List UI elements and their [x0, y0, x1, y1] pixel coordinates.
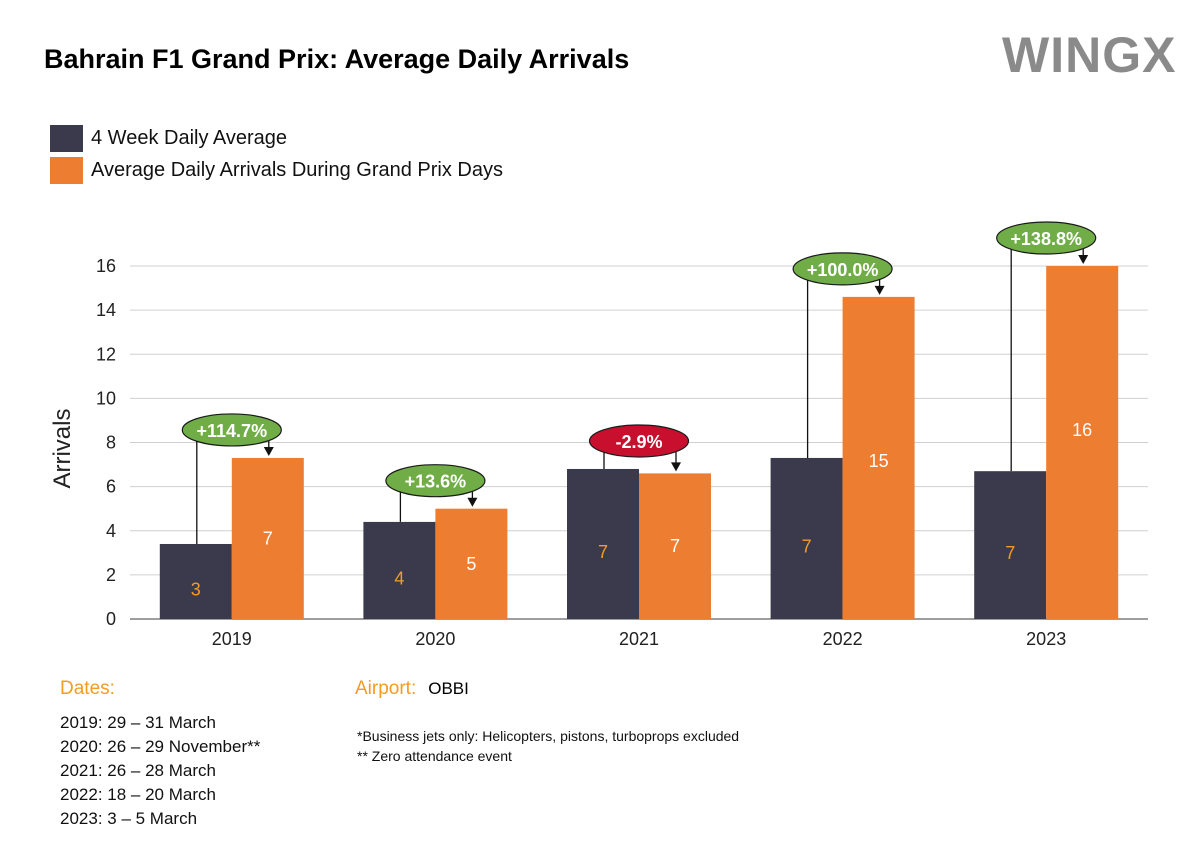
dates-list: 2019: 29 – 31 March 2020: 26 – 29 Novemb…	[60, 711, 260, 831]
data-label-4-week: 7	[802, 536, 812, 556]
legend-item-4-week: 4 Week Daily Average	[50, 122, 503, 154]
change-arrowhead	[874, 285, 885, 295]
bar-4-week-average	[567, 468, 639, 619]
y-tick-label: 8	[106, 433, 116, 453]
wingx-logo: WINGX	[1002, 27, 1177, 83]
date-2021: 2021: 26 – 28 March	[60, 761, 216, 780]
change-label: +138.8%	[1010, 229, 1082, 249]
change-bubble	[996, 221, 1097, 255]
change-bubble	[181, 413, 282, 447]
date-2019: 2019: 29 – 31 March	[60, 713, 216, 732]
y-tick-label: 6	[106, 477, 116, 497]
bar-4-week-average	[159, 543, 232, 619]
airport-label: Airport:	[355, 678, 417, 699]
legend-label-4-week: 4 Week Daily Average	[91, 126, 288, 149]
dates-heading: Dates:	[60, 678, 115, 699]
legend-item-grand-prix: Average Daily Arrivals During Grand Prix…	[50, 154, 503, 186]
data-label-4-week: 4	[394, 568, 404, 588]
data-label-grand-prix: 7	[670, 536, 680, 556]
x-tick-label: 2019	[212, 629, 252, 649]
y-tick-label: 2	[106, 565, 116, 585]
bar-4-week-average	[974, 471, 1047, 619]
legend-swatch-grand-prix	[50, 156, 83, 184]
footnote-business-jets: *Business jets only: Helicopters, piston…	[357, 728, 740, 744]
date-2023: 2023: 3 – 5 March	[60, 809, 198, 828]
x-tick-label: 2022	[823, 629, 863, 649]
legend-label-grand-prix: Average Daily Arrivals During Grand Prix…	[91, 158, 504, 181]
y-tick-label: 0	[106, 609, 116, 629]
bar-grand-prix-arrivals	[639, 473, 711, 619]
data-label-grand-prix: 16	[1072, 420, 1092, 440]
legend-swatch-4-week	[50, 124, 83, 152]
y-tick-label: 16	[96, 256, 116, 276]
y-tick-label: 4	[106, 521, 116, 541]
bar-grand-prix-arrivals	[842, 296, 915, 619]
data-label-4-week: 7	[1005, 543, 1015, 563]
change-label: +13.6%	[405, 472, 467, 492]
bar-grand-prix-arrivals	[435, 508, 508, 619]
change-arrowhead	[671, 462, 681, 472]
change-label: +114.7%	[197, 421, 268, 441]
change-bubble	[588, 424, 690, 458]
data-label-grand-prix: 5	[466, 554, 476, 574]
bar-4-week-average	[770, 457, 843, 619]
y-tick-label: 12	[96, 344, 116, 364]
airport-value: OBBI	[428, 679, 469, 698]
bar-grand-prix-arrivals	[231, 457, 304, 619]
change-arrowhead	[263, 446, 274, 456]
x-tick-label: 2021	[619, 629, 659, 649]
change-label: +100.0%	[807, 260, 879, 280]
change-arrowhead	[467, 497, 478, 507]
change-label: -2.9%	[615, 432, 662, 452]
y-axis-label: Arrivals	[49, 408, 76, 488]
data-label-4-week: 7	[598, 542, 608, 562]
change-arrowhead	[1078, 255, 1089, 264]
date-2020: 2020: 26 – 29 November**	[60, 737, 261, 756]
chart-title: Bahrain F1 Grand Prix: Average Daily Arr…	[44, 44, 630, 74]
footnotes: *Business jets only: Helicopters, piston…	[357, 726, 739, 766]
data-label-grand-prix: 7	[263, 528, 273, 548]
change-bubble	[792, 252, 893, 286]
date-2022: 2022: 18 – 20 March	[60, 785, 216, 804]
y-tick-label: 14	[96, 300, 116, 320]
bar-4-week-average	[363, 521, 436, 619]
x-tick-label: 2023	[1026, 629, 1066, 649]
x-tick-label: 2020	[415, 629, 455, 649]
data-label-grand-prix: 15	[869, 451, 889, 471]
legend: 4 Week Daily Average Average Daily Arriv…	[50, 122, 503, 186]
footnote-zero-attendance: ** Zero attendance event	[357, 748, 512, 764]
change-bubble	[385, 464, 486, 498]
bar-grand-prix-arrivals	[1046, 266, 1119, 619]
data-label-4-week: 3	[191, 579, 201, 599]
airport-info: Airport: OBBI	[355, 678, 469, 700]
y-tick-label: 10	[96, 388, 116, 408]
